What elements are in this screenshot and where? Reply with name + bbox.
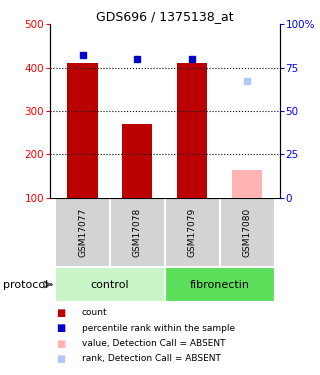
Bar (165, 267, 275, 302)
Text: control: control (91, 279, 129, 290)
Bar (220, 198, 275, 267)
Text: GSM17080: GSM17080 (243, 208, 252, 257)
Text: ■: ■ (56, 354, 65, 364)
Text: ■: ■ (56, 339, 65, 348)
Bar (55, 267, 165, 302)
Text: count: count (82, 308, 107, 317)
Text: GSM17078: GSM17078 (133, 208, 142, 257)
Bar (165, 198, 220, 267)
Text: ■: ■ (56, 308, 65, 318)
Bar (110, 198, 165, 267)
Bar (122, 124, 152, 198)
Text: percentile rank within the sample: percentile rank within the sample (82, 324, 235, 333)
Text: value, Detection Call = ABSENT: value, Detection Call = ABSENT (82, 339, 225, 348)
Bar (68, 63, 98, 198)
Bar (55, 198, 110, 267)
Title: GDS696 / 1375138_at: GDS696 / 1375138_at (96, 10, 234, 23)
Bar (177, 63, 207, 198)
Text: protocol: protocol (3, 279, 48, 290)
Text: fibronectin: fibronectin (190, 279, 250, 290)
Text: ■: ■ (56, 323, 65, 333)
Text: rank, Detection Call = ABSENT: rank, Detection Call = ABSENT (82, 354, 220, 363)
Text: GSM17077: GSM17077 (78, 208, 87, 257)
Text: GSM17079: GSM17079 (188, 208, 197, 257)
Bar (232, 170, 262, 198)
